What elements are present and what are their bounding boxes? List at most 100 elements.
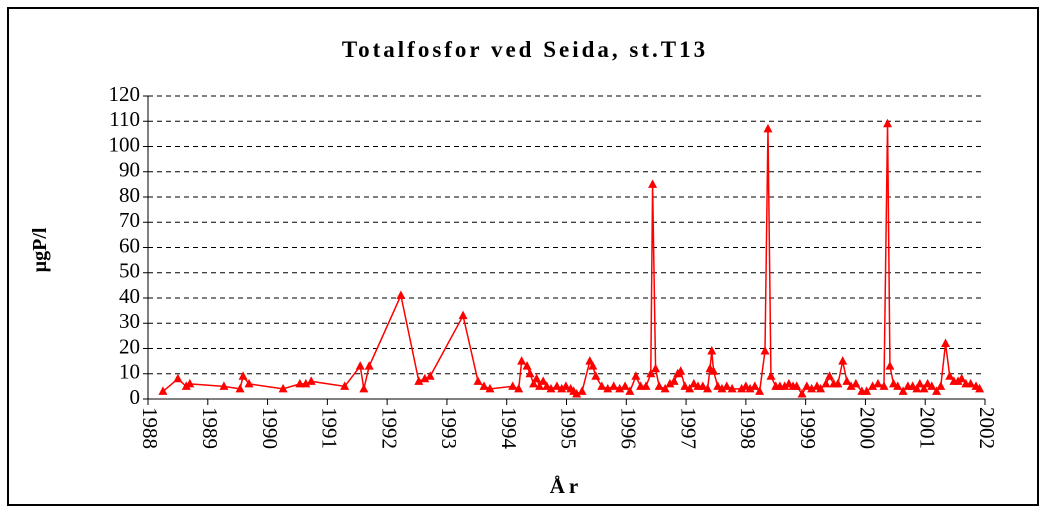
data-point bbox=[158, 386, 168, 395]
data-point bbox=[763, 123, 773, 133]
data-point bbox=[927, 381, 937, 390]
data-point bbox=[851, 378, 861, 388]
x-axis-label: År bbox=[550, 474, 583, 498]
data-point bbox=[364, 361, 374, 370]
x-tick-label: 1998 bbox=[736, 407, 760, 449]
data-point bbox=[244, 378, 254, 388]
data-point bbox=[766, 371, 776, 380]
data-point bbox=[975, 383, 985, 393]
y-tick-label: 80 bbox=[119, 183, 140, 207]
data-point bbox=[750, 381, 760, 390]
data-point bbox=[898, 386, 908, 395]
data-point bbox=[792, 381, 802, 390]
data-point bbox=[181, 381, 191, 390]
y-tick-label: 90 bbox=[119, 158, 140, 182]
data-point bbox=[873, 378, 883, 388]
data-point bbox=[538, 376, 548, 385]
data-point bbox=[802, 381, 812, 390]
y-tick-label: 100 bbox=[109, 132, 141, 156]
y-tick-label: 10 bbox=[119, 360, 140, 384]
x-tick-label: 2000 bbox=[856, 407, 880, 449]
data-point bbox=[355, 361, 365, 370]
data-point bbox=[414, 376, 424, 385]
data-point bbox=[591, 371, 601, 380]
data-point bbox=[919, 383, 929, 393]
data-point bbox=[780, 381, 790, 390]
data-point bbox=[552, 381, 562, 390]
data-point bbox=[727, 383, 737, 393]
data-point bbox=[238, 371, 248, 380]
y-tick-label: 0 bbox=[130, 385, 141, 409]
x-tick-label: 1993 bbox=[437, 407, 461, 449]
y-tick-label: 30 bbox=[119, 309, 140, 333]
data-point bbox=[425, 371, 435, 380]
data-point bbox=[420, 373, 430, 383]
data-point bbox=[807, 383, 817, 393]
data-point bbox=[879, 381, 889, 390]
data-point bbox=[557, 383, 567, 393]
x-tick-label: 1994 bbox=[497, 407, 521, 450]
data-point bbox=[485, 383, 495, 393]
data-point bbox=[709, 366, 719, 375]
data-point bbox=[936, 381, 946, 390]
data-point bbox=[665, 378, 675, 388]
data-point bbox=[546, 383, 556, 393]
x-tick-label: 1995 bbox=[557, 407, 581, 449]
data-point bbox=[597, 381, 607, 390]
data-point bbox=[185, 378, 195, 388]
x-tick-label: 2001 bbox=[915, 407, 939, 449]
data-point bbox=[508, 381, 518, 390]
data-point bbox=[340, 381, 350, 390]
data-point bbox=[522, 361, 532, 370]
data-point bbox=[846, 381, 856, 390]
y-tick-label: 120 bbox=[109, 82, 141, 106]
data-point bbox=[615, 383, 625, 393]
data-point bbox=[703, 383, 713, 393]
data-point bbox=[301, 378, 311, 388]
data-point bbox=[825, 371, 835, 380]
x-tick-label: 1999 bbox=[796, 407, 820, 449]
data-point bbox=[862, 386, 872, 395]
data-point bbox=[755, 386, 765, 395]
data-point bbox=[669, 376, 679, 385]
data-point bbox=[609, 381, 619, 390]
data-point bbox=[577, 386, 587, 395]
data-point bbox=[473, 376, 483, 385]
data-point bbox=[646, 368, 656, 378]
chart-frame bbox=[7, 7, 1039, 506]
data-point bbox=[641, 381, 651, 390]
y-tick-label: 60 bbox=[119, 233, 140, 257]
data-point bbox=[278, 383, 288, 393]
data-point bbox=[458, 310, 468, 320]
data-point bbox=[816, 383, 826, 393]
data-point bbox=[707, 346, 717, 355]
data-point bbox=[514, 383, 524, 393]
x-tick-label: 2002 bbox=[975, 407, 999, 449]
data-point bbox=[295, 378, 305, 388]
data-point bbox=[306, 376, 316, 385]
data-point bbox=[660, 383, 670, 393]
data-point bbox=[603, 383, 613, 393]
chart-title: Totalfosfor ved Seida, st.T13 bbox=[342, 37, 708, 62]
data-point bbox=[651, 363, 661, 373]
data-point bbox=[561, 381, 571, 390]
x-tick-label: 1988 bbox=[138, 407, 162, 449]
data-point bbox=[173, 373, 183, 383]
data-point bbox=[821, 378, 831, 388]
data-point bbox=[676, 366, 686, 375]
data-point bbox=[479, 381, 489, 390]
data-point bbox=[883, 118, 893, 128]
data-point bbox=[654, 381, 664, 390]
y-axis-label: µgP/l bbox=[29, 227, 51, 272]
data-point bbox=[698, 381, 708, 390]
data-point bbox=[745, 383, 755, 393]
data-point bbox=[532, 373, 542, 383]
data-point bbox=[966, 378, 976, 388]
y-tick-label: 50 bbox=[119, 259, 140, 283]
x-tick-label: 1992 bbox=[377, 407, 401, 449]
data-point bbox=[941, 338, 951, 347]
data-point bbox=[585, 356, 595, 365]
data-point bbox=[833, 378, 843, 388]
data-point bbox=[535, 381, 545, 390]
data-point bbox=[572, 388, 582, 398]
